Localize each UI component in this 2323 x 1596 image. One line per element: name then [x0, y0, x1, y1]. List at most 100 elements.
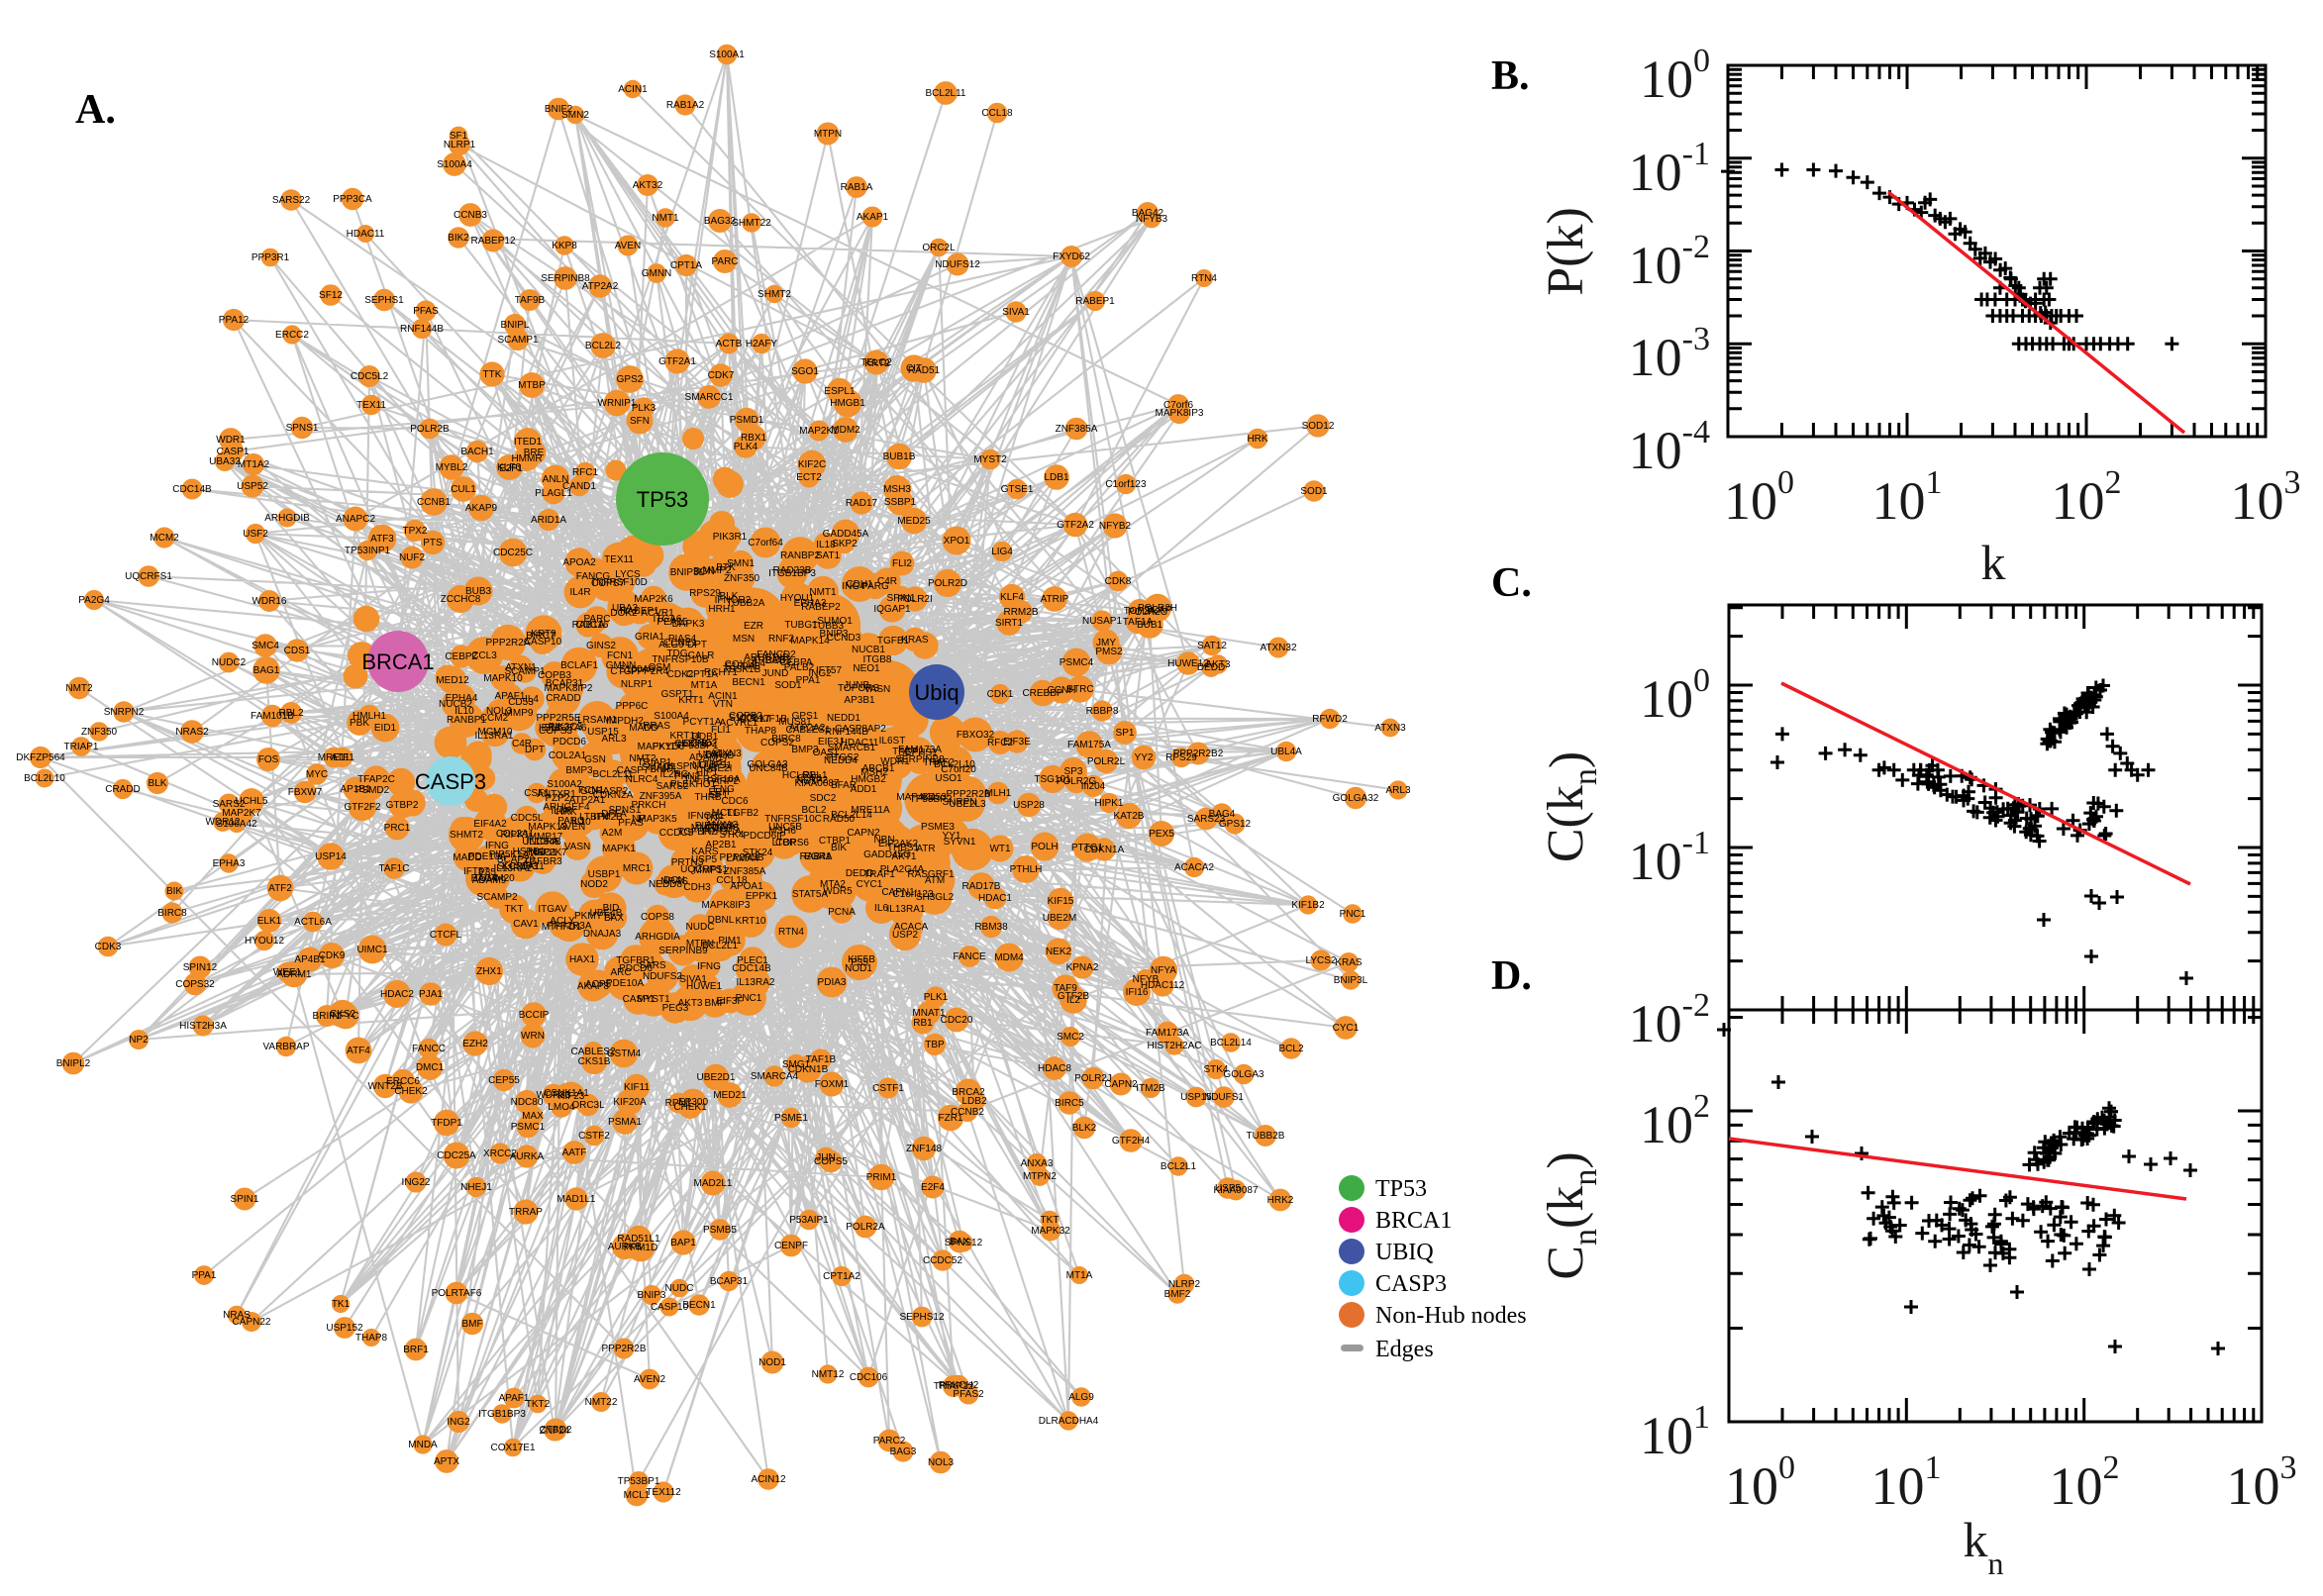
svg-text:PFAS2: PFAS2 — [953, 1389, 984, 1400]
svg-text:CCND2: CCND2 — [683, 739, 718, 749]
svg-text:WDR16: WDR16 — [252, 596, 286, 607]
svg-text:SMAD7: SMAD7 — [642, 762, 676, 773]
svg-text:ZCCHC8: ZCCHC8 — [441, 594, 481, 605]
svg-text:MMP2: MMP2 — [703, 565, 732, 576]
svg-text:COX17: COX17 — [725, 659, 758, 670]
svg-text:SDC2: SDC2 — [810, 793, 837, 804]
svg-text:IL4R: IL4R — [569, 587, 590, 598]
svg-text:A.: A. — [75, 87, 116, 133]
svg-text:POLH: POLH — [1031, 842, 1058, 852]
svg-text:COPB2: COPB2 — [729, 711, 762, 722]
svg-text:BCL2L11: BCL2L11 — [593, 769, 634, 780]
svg-text:KRAS: KRAS — [901, 635, 929, 646]
svg-text:EIF3E: EIF3E — [1003, 737, 1031, 748]
svg-text:SOD1: SOD1 — [1300, 486, 1328, 497]
svg-text:USO1: USO1 — [935, 773, 962, 784]
svg-text:RAD17: RAD17 — [846, 498, 878, 509]
svg-text:GTBP2: GTBP2 — [386, 800, 419, 811]
svg-text:PARC: PARC — [711, 256, 738, 267]
svg-text:NMT22: NMT22 — [585, 1397, 618, 1408]
svg-text:GOLGA3: GOLGA3 — [747, 759, 788, 770]
svg-text:HMLH1: HMLH1 — [353, 711, 386, 722]
svg-text:SERPINB8: SERPINB8 — [541, 273, 590, 284]
svg-text:TUBB2A: TUBB2A — [727, 598, 765, 609]
svg-text:SYVN1: SYVN1 — [944, 837, 976, 848]
svg-text:MAPK8IP2: MAPK8IP2 — [545, 683, 593, 694]
svg-text:EPHA3: EPHA3 — [794, 598, 827, 609]
svg-text:MED12: MED12 — [436, 675, 469, 686]
svg-text:ERCC6: ERCC6 — [386, 1076, 420, 1087]
svg-text:PARP2: PARP2 — [707, 776, 739, 787]
svg-text:IFNG: IFNG — [697, 961, 721, 972]
svg-text:CCNB2: CCNB2 — [951, 1107, 984, 1118]
svg-text:EIF4A2: EIF4A2 — [473, 819, 507, 830]
svg-text:BCAP29: BCAP29 — [497, 854, 536, 865]
svg-text:KIF1B2: KIF1B2 — [1291, 900, 1325, 911]
svg-text:PRKCH: PRKCH — [631, 800, 665, 811]
svg-text:WDR33: WDR33 — [536, 1090, 570, 1101]
svg-text:ARC: ARC — [610, 967, 631, 978]
svg-text:MAPK8IP3: MAPK8IP3 — [702, 900, 751, 911]
svg-text:ARL3: ARL3 — [601, 734, 626, 745]
svg-text:BIRC5: BIRC5 — [1055, 1098, 1084, 1109]
svg-text:JUND: JUND — [762, 668, 789, 679]
svg-text:10-1: 10-1 — [1629, 825, 1710, 891]
svg-text:GTF2A2: GTF2A2 — [1057, 520, 1094, 531]
svg-text:STK4: STK4 — [719, 830, 744, 841]
svg-text:NRAS: NRAS — [223, 1310, 251, 1321]
svg-text:CCL18: CCL18 — [716, 875, 748, 886]
svg-text:WT1: WT1 — [989, 844, 1011, 854]
svg-text:MDM4: MDM4 — [994, 952, 1024, 963]
svg-text:ING4: ING4 — [842, 581, 865, 592]
svg-text:ACTB: ACTB — [716, 339, 743, 349]
svg-text:MNAT1: MNAT1 — [912, 1008, 946, 1019]
svg-text:ABCB1: ABCB1 — [862, 763, 895, 774]
svg-text:KKP8: KKP8 — [552, 241, 577, 251]
svg-text:CPT1A2: CPT1A2 — [823, 1271, 860, 1282]
svg-text:TNFRSF10D: TNFRSF10D — [590, 577, 648, 588]
svg-text:NDC80: NDC80 — [511, 1097, 544, 1108]
svg-text:BMF2: BMF2 — [1164, 1289, 1191, 1300]
svg-text:GMNN: GMNN — [642, 268, 672, 279]
svg-text:BECN1: BECN1 — [682, 1300, 716, 1311]
svg-text:BCL2L1: BCL2L1 — [1161, 1161, 1197, 1172]
svg-text:ECT2: ECT2 — [796, 472, 822, 483]
svg-text:RFC1: RFC1 — [572, 467, 599, 478]
svg-text:ARHGDIB: ARHGDIB — [264, 513, 310, 524]
svg-text:PRTN3: PRTN3 — [671, 857, 704, 868]
svg-text:MCM2: MCM2 — [150, 533, 179, 544]
svg-text:RABEP1: RABEP1 — [1075, 296, 1115, 307]
svg-text:ZNF24: ZNF24 — [540, 1426, 570, 1437]
svg-text:MADD: MADD — [453, 852, 481, 863]
svg-text:IL13RA1: IL13RA1 — [887, 904, 926, 915]
svg-text:BCL2L1: BCL2L1 — [702, 941, 739, 951]
svg-text:USBP1: USBP1 — [588, 869, 621, 880]
svg-text:NMT1: NMT1 — [809, 587, 837, 598]
svg-text:UBA3: UBA3 — [612, 603, 639, 614]
svg-text:FAM173A: FAM173A — [898, 745, 942, 755]
svg-text:GPS1: GPS1 — [792, 711, 819, 722]
svg-text:CDC20: CDC20 — [941, 1015, 973, 1026]
svg-text:ORC3L: ORC3L — [571, 1100, 605, 1111]
svg-text:BCL2L11: BCL2L11 — [926, 88, 966, 99]
svg-text:JUN: JUN — [816, 1152, 835, 1163]
svg-text:WDR1: WDR1 — [216, 435, 246, 446]
svg-text:GADD45G: GADD45G — [863, 849, 911, 860]
svg-text:CPT1A: CPT1A — [670, 260, 703, 271]
svg-text:DKFZP564: DKFZP564 — [16, 752, 65, 763]
svg-text:DMC1: DMC1 — [416, 1062, 445, 1073]
svg-text:FOS: FOS — [258, 754, 279, 765]
svg-text:SH3GL2: SH3GL2 — [916, 892, 955, 903]
svg-text:SMN2: SMN2 — [561, 110, 589, 121]
svg-text:BIRC8: BIRC8 — [157, 908, 187, 919]
svg-text:PZP2: PZP2 — [545, 793, 569, 804]
svg-text:SGO1: SGO1 — [791, 366, 819, 377]
svg-text:SMC4: SMC4 — [252, 641, 279, 651]
svg-text:KRT9: KRT9 — [531, 629, 556, 640]
svg-text:BCL2L10: BCL2L10 — [24, 773, 65, 784]
svg-text:EPHA4: EPHA4 — [446, 693, 478, 704]
svg-text:SP1: SP1 — [1116, 728, 1135, 739]
svg-text:TRIAP1: TRIAP1 — [63, 742, 98, 752]
svg-text:TUBB2B: TUBB2B — [1247, 1131, 1285, 1142]
svg-text:APOA1: APOA1 — [730, 881, 763, 892]
